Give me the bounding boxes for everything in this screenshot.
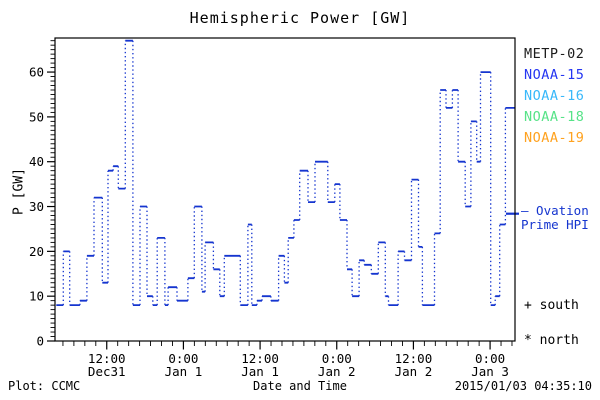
plot-credit: Plot: CCMC [8, 379, 81, 393]
plot-frame [54, 37, 516, 342]
x-tick-date-label: Jan 3 [471, 364, 509, 379]
generation-timestamp: 2015/01/03 04:35:10 [454, 379, 592, 393]
x-tick-time-label: 12:00 [88, 351, 126, 366]
legend-south-marker: + south [524, 298, 579, 313]
x-tick-date-label: Jan 1 [165, 364, 203, 379]
legend-item-noaa-18: NOAA-18 [524, 109, 585, 125]
legend-ovation-line2: Prime HPI [521, 216, 589, 232]
chart-title: Hemispheric Power [GW] [189, 9, 411, 27]
x-tick-time-label: 0:00 [168, 351, 198, 366]
legend-item-metp-02: METP-02 [524, 46, 585, 62]
x-tick-date-label: Jan 1 [241, 364, 279, 379]
x-tick-time-label: 0:00 [322, 351, 352, 366]
legend-ovation-prime-hpi: — Ovation Prime HPI [521, 204, 589, 231]
legend-ovation-line1: — Ovation [521, 203, 589, 218]
y-tick-label: 20 [29, 244, 44, 259]
legend-item-noaa-19: NOAA-19 [524, 130, 585, 146]
y-tick-label: 60 [29, 65, 44, 80]
x-tick-date-label: Jan 2 [395, 364, 433, 379]
y-axis-title: P [GW] [11, 168, 27, 215]
legend-item-noaa-15: NOAA-15 [524, 67, 585, 83]
legend-north-marker: * north [524, 333, 579, 348]
hpi-step-connectors [62, 40, 507, 306]
x-tick-date-label: Dec31 [88, 364, 126, 379]
legend-item-noaa-16: NOAA-16 [524, 88, 585, 104]
x-tick-time-label: 12:00 [395, 351, 433, 366]
x-tick-date-label: Jan 2 [318, 364, 356, 379]
y-tick-label: 50 [29, 109, 44, 124]
x-tick-time-label: 0:00 [475, 351, 505, 366]
y-tick-label: 0 [36, 334, 44, 349]
y-tick-label: 40 [29, 154, 44, 169]
hpi-step-segments [56, 39, 515, 306]
y-tick-label: 10 [29, 289, 44, 304]
x-axis-title: Date and Time [253, 379, 347, 393]
y-tick-label: 30 [29, 199, 44, 214]
x-tick-time-label: 12:00 [241, 351, 279, 366]
